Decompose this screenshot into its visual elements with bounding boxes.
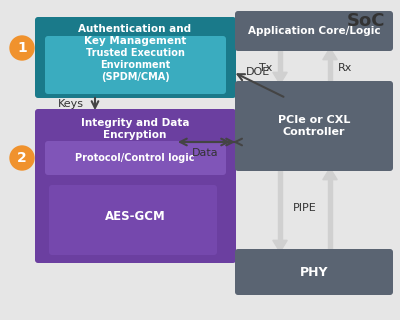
- Polygon shape: [273, 240, 287, 252]
- Text: Application Core/Logic: Application Core/Logic: [248, 26, 380, 36]
- Text: 2: 2: [17, 151, 27, 165]
- Bar: [278, 168, 282, 240]
- Text: PHY: PHY: [300, 266, 328, 278]
- Circle shape: [10, 146, 34, 170]
- FancyBboxPatch shape: [49, 185, 217, 255]
- Text: Trusted Execution
Environment
(SPDM/CMA): Trusted Execution Environment (SPDM/CMA): [86, 48, 184, 83]
- Text: SoC: SoC: [346, 12, 385, 30]
- Bar: [328, 180, 332, 252]
- Polygon shape: [323, 168, 337, 180]
- Text: PCIe or CXL
Controller: PCIe or CXL Controller: [278, 115, 350, 137]
- Circle shape: [10, 36, 34, 60]
- FancyBboxPatch shape: [35, 109, 236, 263]
- Text: 1: 1: [17, 41, 27, 55]
- Text: Protocol/Control logic: Protocol/Control logic: [75, 153, 195, 163]
- Text: Integrity and Data
Encryption: Integrity and Data Encryption: [81, 118, 189, 140]
- Bar: [278, 48, 282, 72]
- Text: AES-GCM: AES-GCM: [105, 210, 165, 222]
- FancyBboxPatch shape: [235, 81, 393, 171]
- FancyBboxPatch shape: [235, 11, 393, 51]
- Text: Rx: Rx: [338, 63, 352, 73]
- Text: Keys: Keys: [58, 99, 84, 109]
- FancyBboxPatch shape: [45, 36, 226, 94]
- FancyBboxPatch shape: [53, 189, 213, 251]
- Text: Tx: Tx: [259, 63, 272, 73]
- FancyBboxPatch shape: [235, 249, 393, 295]
- FancyBboxPatch shape: [35, 17, 236, 98]
- Text: DOE: DOE: [246, 67, 270, 77]
- FancyBboxPatch shape: [57, 193, 209, 247]
- Text: Data: Data: [192, 148, 218, 158]
- Polygon shape: [323, 48, 337, 60]
- Bar: [328, 60, 332, 84]
- Polygon shape: [273, 72, 287, 84]
- Text: PIPE: PIPE: [293, 203, 317, 213]
- Text: Authentication and
Key Management: Authentication and Key Management: [78, 24, 192, 46]
- FancyBboxPatch shape: [45, 141, 226, 175]
